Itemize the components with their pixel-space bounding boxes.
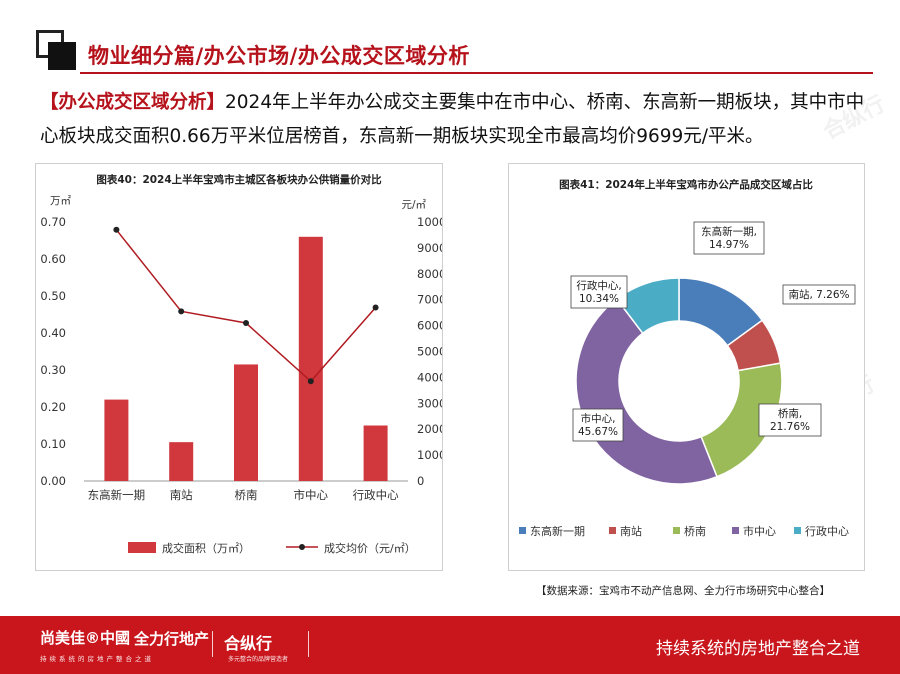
- data-label-box: [758, 403, 822, 437]
- intro-tag: 【办公成交区域分析】: [40, 92, 226, 113]
- footer-divider: [308, 631, 309, 657]
- data-label-东高新一期: 东高新一期,: [701, 225, 757, 238]
- legend-label-line: 成交均价（元/㎡）: [324, 541, 416, 555]
- y-tick-right: 3000: [417, 396, 442, 410]
- y-tick-right: 2000: [417, 422, 442, 436]
- legend-swatch-东高新一期: [519, 527, 526, 534]
- chart-title: 图表41：2024年上半年宝鸡市办公产品成交区域占比: [559, 179, 813, 191]
- y-tick-left: 0.10: [40, 437, 66, 451]
- legend-label-桥南: 桥南: [684, 525, 706, 538]
- legend-swatch-行政中心: [794, 527, 801, 534]
- y-tick-right: 10000: [417, 215, 442, 229]
- footer-bar: 尚美佳®中國 持续系统的房地产整合之道 全力行地产 合纵行 多元整合的品牌营造者…: [0, 616, 900, 674]
- intro-text: 2024年上半年办公成交主要集中在市中心、桥南、东高新一期板块，其中市中心板块成…: [40, 92, 865, 147]
- bar-东高新一期: [104, 399, 129, 481]
- legend-swatch-南站: [609, 527, 616, 534]
- legend-swatch-桥南: [673, 527, 680, 534]
- page-title: 物业细分篇/办公市场/办公成交区域分析: [88, 44, 470, 68]
- legend-label-南站: 南站: [620, 524, 642, 538]
- y-tick-left: 0.40: [40, 326, 66, 340]
- footer-brand3: 合纵行: [224, 634, 273, 653]
- data-label-行政中心: 行政中心,: [576, 279, 621, 292]
- y-tick-right: 5000: [417, 345, 442, 359]
- y-tick-right: 0: [417, 474, 424, 488]
- y-tick-right: 4000: [417, 370, 442, 384]
- legend-swatch-bar: [128, 542, 156, 553]
- data-label-行政中心: 10.34%: [579, 293, 619, 305]
- y-tick-right: 6000: [417, 319, 442, 333]
- y-tick-left: 0.60: [40, 252, 66, 266]
- price-line: [115, 229, 377, 383]
- footer-brand2: 全力行地产: [134, 630, 210, 648]
- donut-chart: 东高新一期,14.97% 南站, 7.26% 桥南,21.76% 市中心,45.67%…: [519, 221, 856, 538]
- footer-brand3-sub: 多元整合的品牌营造者: [228, 656, 289, 663]
- y-axis-right-title: 元/㎡: [401, 199, 426, 211]
- y-tick-left: 0.50: [40, 289, 66, 303]
- data-label-box: [570, 275, 628, 309]
- y-tick-right: 9000: [417, 241, 442, 255]
- bar-市中心: [298, 236, 323, 481]
- price-point-行政中心: [372, 304, 379, 311]
- y-tick-left: 0.20: [40, 400, 66, 414]
- x-tick-label: 南站: [170, 488, 193, 502]
- y-tick-right: 1000: [417, 448, 442, 462]
- price-point-桥南: [243, 320, 249, 327]
- footer-slogan: 持续系统的房地产整合之道: [656, 639, 860, 659]
- bar-line-chart: 万㎡ 元/㎡ 0.00 0.10 0.20 0.30 0.40 0.50 0.60 0.70 0 10…: [40, 195, 442, 555]
- legend-label-市中心: 市中心: [743, 524, 776, 538]
- data-label-桥南: 桥南,: [778, 407, 802, 420]
- bar-桥南: [234, 364, 258, 481]
- price-point-南站: [178, 308, 185, 315]
- data-label-box: [782, 284, 856, 305]
- chart-panel-price-volume: 图表40：2024上半年宝鸡市主城区各板块办公供销量价对比 万㎡ 元/㎡ 0.00 0…: [35, 163, 443, 571]
- y-tick-left: 0.30: [40, 363, 66, 377]
- data-label-box: [572, 408, 624, 442]
- data-label-东高新一期: 14.97%: [709, 239, 749, 251]
- bar-行政中心: [363, 425, 388, 481]
- legend-swatch-市中心: [732, 527, 739, 534]
- y-tick-left: 0.70: [40, 215, 66, 229]
- data-source-note: 【数据来源：宝鸡市不动产信息网、全力行市场研究中心整合】: [536, 585, 830, 597]
- intro-paragraph: 【办公成交区域分析】2024年上半年办公成交主要集中在市中心、桥南、东高新一期板…: [40, 86, 870, 154]
- title-divider: [80, 72, 873, 74]
- data-label-box: [693, 221, 765, 255]
- y-axis-left-title: 万㎡: [50, 195, 71, 207]
- footer-brand-sub: 持续系统的房地产整合之道: [40, 655, 154, 663]
- legend-label-东高新一期: 东高新一期: [530, 524, 585, 538]
- header-logo-mark: [36, 30, 78, 72]
- legend-label-行政中心: 行政中心: [805, 524, 849, 538]
- donut-slice-行政中心: [615, 277, 680, 335]
- data-label-南站: 南站, 7.26%: [788, 288, 849, 301]
- y-tick-right: 7000: [417, 293, 442, 307]
- data-label-市中心: 市中心,: [581, 412, 616, 425]
- x-tick-label: 东高新一期: [88, 488, 146, 502]
- chart-panel-region-share: 图表41：2024年上半年宝鸡市办公产品成交区域占比 东高新一期, 14.97% 南…: [508, 163, 865, 571]
- price-point-东高新一期: [113, 226, 120, 233]
- chart-title: 图表40：2024上半年宝鸡市主城区各板块办公供销量价对比: [96, 174, 382, 186]
- footer-divider: [212, 631, 213, 657]
- x-tick-label: 行政中心: [353, 488, 399, 502]
- y-tick-left: 0.00: [40, 474, 66, 488]
- legend-swatch-marker: [299, 544, 305, 550]
- x-tick-label: 市中心: [294, 488, 329, 502]
- legend-label-bar: 成交面积（万㎡）: [162, 541, 250, 555]
- x-tick-label: 桥南: [235, 488, 258, 502]
- data-label-市中心: 45.67%: [578, 426, 618, 438]
- y-tick-right: 8000: [417, 267, 442, 281]
- bar-南站: [169, 442, 194, 481]
- price-point-市中心: [307, 378, 314, 385]
- footer-brand: 尚美佳®中國: [40, 629, 131, 647]
- data-label-桥南: 21.76%: [770, 421, 810, 433]
